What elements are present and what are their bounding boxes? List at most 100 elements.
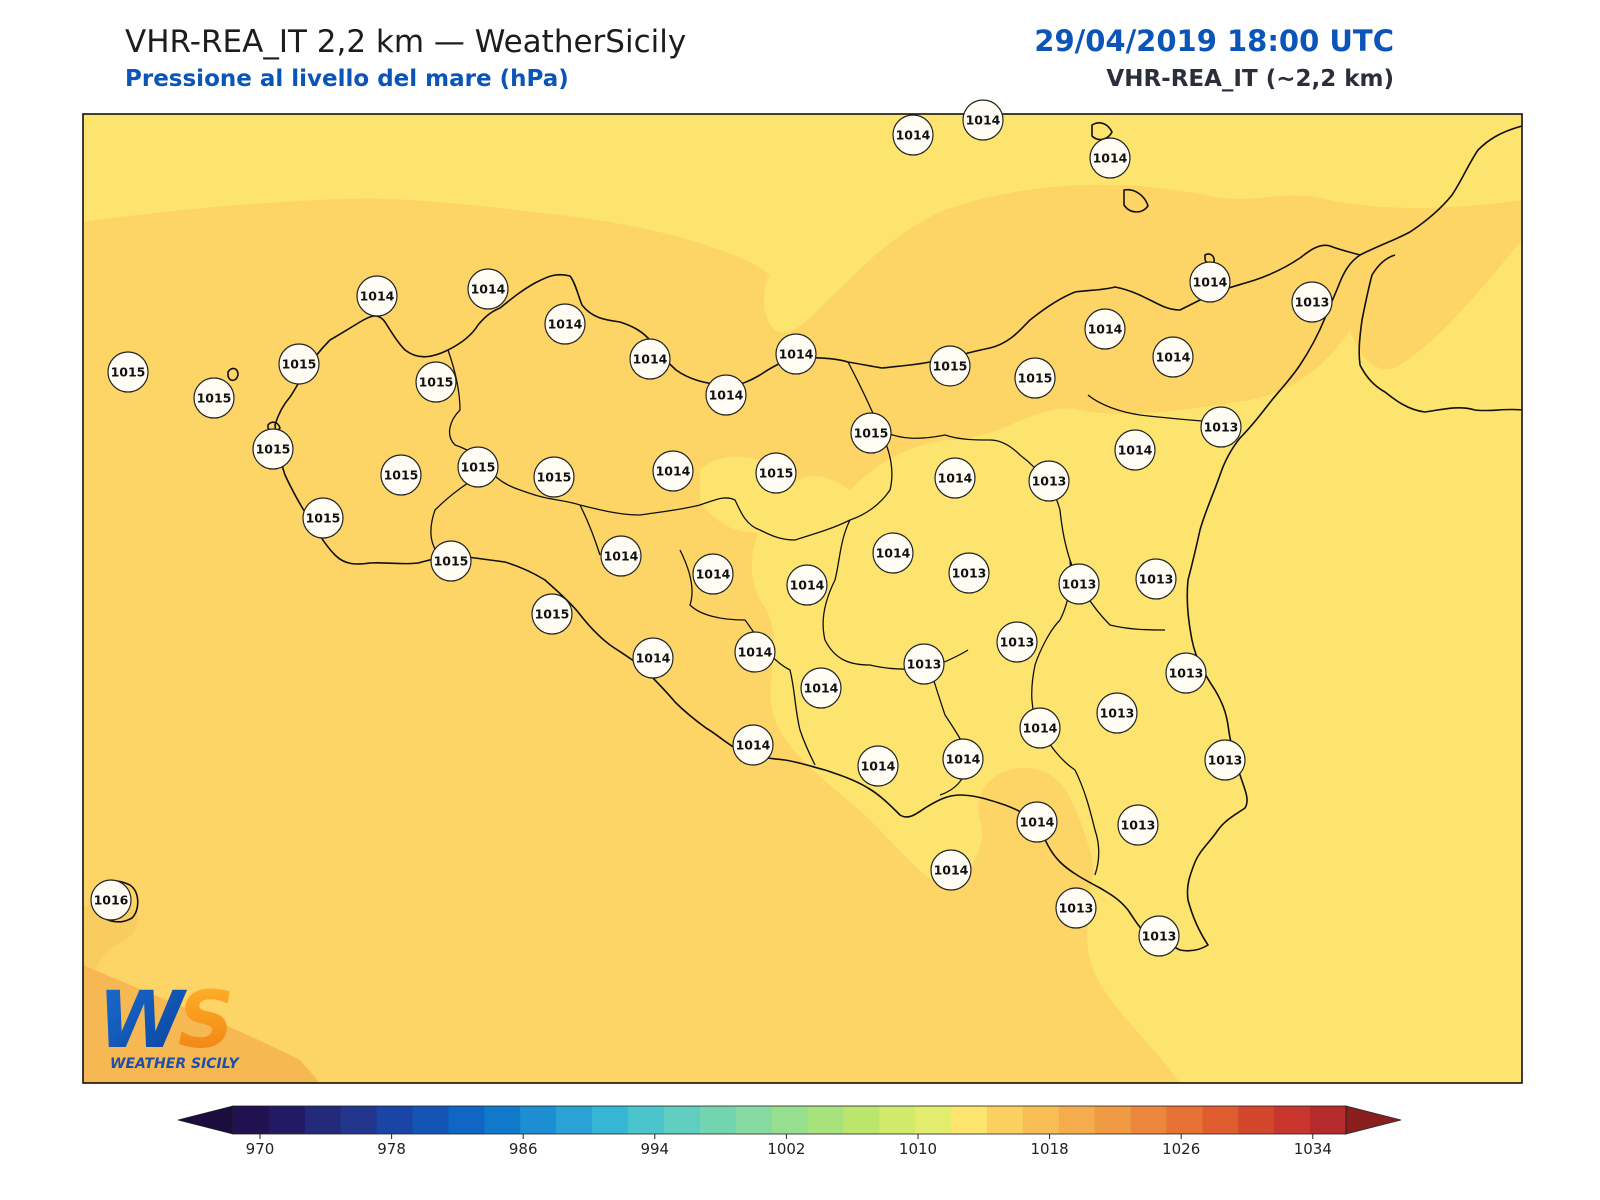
station-pressure-label: 1013 <box>1142 929 1177 944</box>
station-circle <box>467 268 509 310</box>
logo-monogram-w: W <box>98 976 188 1066</box>
station-marker: 1015 <box>755 452 797 494</box>
station-circle <box>544 303 586 345</box>
station-marker: 1014 <box>934 457 976 499</box>
station-circle <box>755 452 797 494</box>
colorbar-segment <box>951 1106 988 1134</box>
station-circle <box>1138 915 1180 957</box>
colorbar-segment <box>592 1106 629 1134</box>
station-pressure-label: 1014 <box>360 289 395 304</box>
station-pressure-label: 1013 <box>952 566 987 581</box>
station-circle <box>1016 801 1058 843</box>
station-marker: 1014 <box>467 268 509 310</box>
station-marker: 1014 <box>629 338 671 380</box>
station-marker: 1014 <box>732 724 774 766</box>
station-circle <box>786 564 828 606</box>
station-marker: 1013 <box>948 552 990 594</box>
station-marker: 1013 <box>1055 887 1097 929</box>
station-marker: 1014 <box>857 745 899 787</box>
station-pressure-label: 1015 <box>256 442 291 457</box>
station-pressure-label: 1015 <box>933 359 968 374</box>
colorbar-segment <box>1238 1106 1275 1134</box>
station-circle <box>948 552 990 594</box>
station-circle <box>1152 336 1194 378</box>
station-circle <box>356 275 398 317</box>
colorbar-segment <box>448 1106 485 1134</box>
station-circle <box>942 738 984 780</box>
station-pressure-label: 1015 <box>111 365 146 380</box>
station-marker: 1015 <box>302 497 344 539</box>
station-circle <box>1019 707 1061 749</box>
station-pressure-label: 1013 <box>1169 666 1204 681</box>
station-circle <box>1028 460 1070 502</box>
calabria-coastline <box>1358 125 1523 413</box>
station-pressure-label: 1014 <box>1156 350 1191 365</box>
station-circle <box>1055 887 1097 929</box>
station-pressure-label: 1013 <box>1208 753 1243 768</box>
station-circle <box>90 879 132 921</box>
station-marker: 1014 <box>544 303 586 345</box>
colorbar-segment <box>735 1106 773 1134</box>
island-ustica <box>227 367 239 382</box>
station-pressure-label: 1013 <box>1100 706 1135 721</box>
station-marker: 1014 <box>734 631 776 673</box>
station-markers: 1014 1014 1014 1014 1014 1014 1014 1014 1014 1014… <box>90 99 1333 957</box>
station-circle <box>380 454 422 496</box>
station-circle <box>872 532 914 574</box>
pressure-band-1015-west <box>83 905 139 985</box>
colorbar-segment <box>412 1106 449 1134</box>
island-vulcano <box>1123 188 1149 213</box>
logo-monogram-s: S <box>178 976 234 1066</box>
station-marker: 1015 <box>531 593 573 635</box>
station-marker: 1013 <box>1028 460 1070 502</box>
station-circle <box>533 456 575 498</box>
station-marker: 1014 <box>652 450 694 492</box>
station-circle <box>732 724 774 766</box>
station-pressure-label: 1014 <box>709 388 744 403</box>
station-marker: 1014 <box>872 532 914 574</box>
weathersicily-logo: W S WEATHER SICILY <box>98 976 241 1072</box>
datetime-label: 29/04/2019 18:00 UTC <box>1034 24 1394 58</box>
station-pressure-label: 1014 <box>636 651 671 666</box>
station-circle <box>107 351 149 393</box>
station-pressure-label: 1014 <box>804 681 839 696</box>
colorbar-tick-label: 1026 <box>1162 1140 1200 1158</box>
station-circle <box>930 849 972 891</box>
station-pressure-label: 1014 <box>736 738 771 753</box>
station-pressure-label: 1014 <box>779 347 814 362</box>
station-pressure-label: 1013 <box>907 657 942 672</box>
colorbar-segment <box>1202 1106 1239 1134</box>
colorbar-segment <box>233 1106 270 1134</box>
colorbar-frame <box>232 1105 1347 1135</box>
station-marker: 1014 <box>1084 308 1126 350</box>
colorbar-segment <box>1166 1106 1203 1134</box>
colorbar-segment <box>699 1106 737 1134</box>
station-circle <box>800 667 842 709</box>
station-marker: 1013 <box>1200 406 1242 448</box>
station-pressure-label: 1015 <box>1018 371 1053 386</box>
station-marker: 1015 <box>278 343 320 385</box>
colorbar-segment <box>1094 1106 1132 1134</box>
station-marker: 1014 <box>1089 137 1131 179</box>
station-marker: 1013 <box>1204 739 1246 781</box>
colorbar-segment <box>556 1106 593 1134</box>
station-circle <box>632 637 674 679</box>
station-marker: 1014 <box>1189 261 1231 303</box>
colorbar-segment <box>340 1106 378 1134</box>
station-circle <box>857 745 899 787</box>
station-marker: 1013 <box>1135 558 1177 600</box>
station-pressure-label: 1014 <box>966 113 1001 128</box>
station-pressure-label: 1015 <box>282 357 317 372</box>
station-marker: 1014 <box>962 99 1004 141</box>
pressure-band-1016 <box>83 965 320 1083</box>
station-marker: 1015 <box>1014 357 1056 399</box>
station-marker: 1014 <box>775 333 817 375</box>
logo-wordmark: WEATHER SICILY <box>110 1056 241 1072</box>
station-circle <box>600 535 642 577</box>
station-circle <box>1014 357 1056 399</box>
station-pressure-label: 1014 <box>1118 443 1153 458</box>
station-circle <box>850 412 892 454</box>
station-circle <box>892 114 934 156</box>
station-pressure-label: 1014 <box>946 752 981 767</box>
station-marker: 1015 <box>430 540 472 582</box>
